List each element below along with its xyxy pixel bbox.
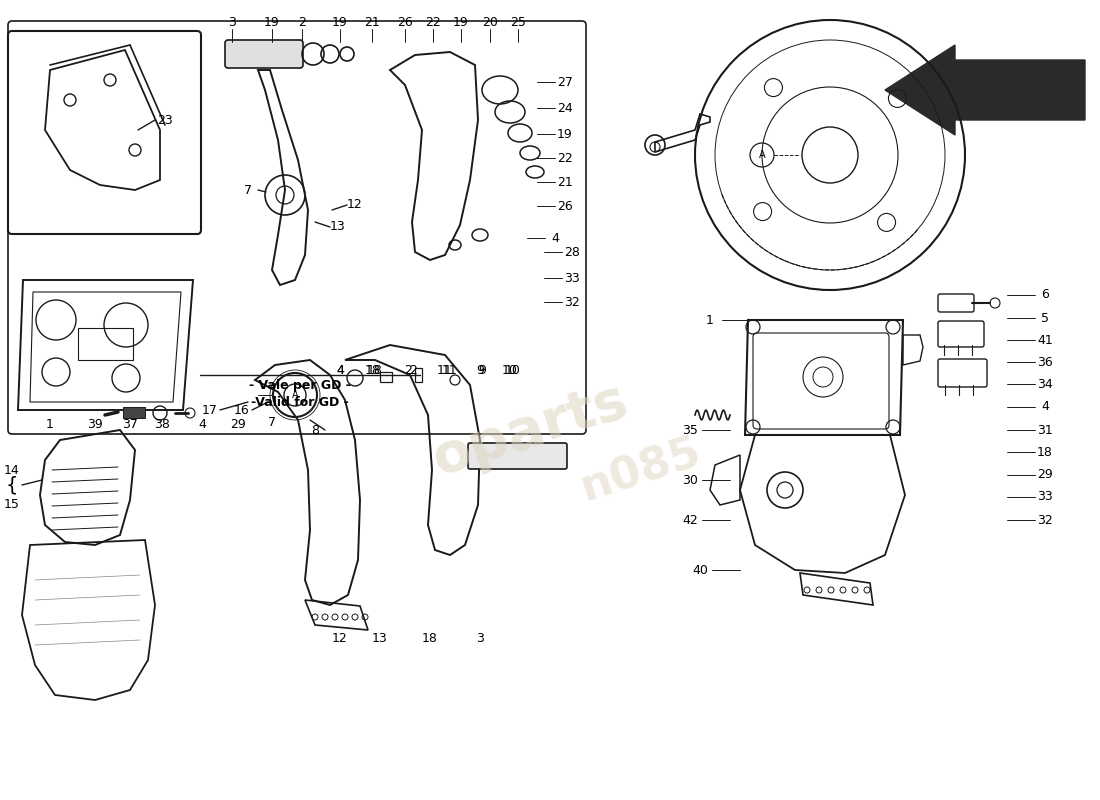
- Text: 12: 12: [348, 198, 363, 211]
- Text: 22: 22: [557, 151, 573, 165]
- Bar: [379, 372, 392, 382]
- Bar: [123, 407, 145, 418]
- Text: 31: 31: [1037, 423, 1053, 437]
- Text: 17: 17: [202, 403, 218, 417]
- Text: 25: 25: [510, 15, 526, 29]
- Text: 20: 20: [482, 15, 498, 29]
- Text: 22: 22: [425, 15, 441, 29]
- Text: 23: 23: [157, 114, 173, 126]
- Text: 18: 18: [1037, 446, 1053, 458]
- Text: 13: 13: [372, 631, 388, 645]
- Text: 36: 36: [1037, 355, 1053, 369]
- Text: 1: 1: [46, 418, 54, 431]
- Text: 34: 34: [1037, 378, 1053, 390]
- Text: 33: 33: [564, 271, 580, 285]
- Text: A: A: [759, 150, 766, 160]
- Text: 19: 19: [557, 127, 573, 141]
- Text: 10: 10: [502, 363, 518, 377]
- Text: 16: 16: [234, 403, 250, 417]
- Text: 26: 26: [397, 15, 412, 29]
- Text: 30: 30: [682, 474, 697, 486]
- Text: 7: 7: [268, 415, 276, 429]
- Text: 26: 26: [557, 199, 573, 213]
- Text: 29: 29: [1037, 469, 1053, 482]
- FancyArrow shape: [886, 45, 1085, 135]
- Text: 15: 15: [4, 498, 20, 511]
- Text: 18: 18: [367, 363, 383, 377]
- Text: -Valid for GD -: -Valid for GD -: [251, 397, 349, 410]
- Text: 4: 4: [551, 231, 559, 245]
- Text: 6: 6: [1041, 289, 1049, 302]
- Text: 4: 4: [337, 363, 344, 377]
- Text: 10: 10: [505, 363, 521, 377]
- Text: 4: 4: [337, 363, 344, 377]
- Text: 24: 24: [557, 102, 573, 114]
- Text: 12: 12: [332, 631, 348, 645]
- Text: 21: 21: [557, 175, 573, 189]
- Bar: [415, 368, 422, 382]
- Text: 40: 40: [692, 563, 708, 577]
- Text: 11: 11: [442, 363, 458, 377]
- Text: 19: 19: [453, 15, 469, 29]
- Text: 38: 38: [154, 418, 169, 431]
- Text: 32: 32: [564, 295, 580, 309]
- Text: 28: 28: [564, 246, 580, 258]
- Text: 33: 33: [1037, 490, 1053, 503]
- Text: 3: 3: [228, 15, 235, 29]
- Text: 9: 9: [478, 363, 486, 377]
- Text: 2: 2: [404, 363, 411, 377]
- Text: 8: 8: [311, 423, 319, 437]
- Text: 14: 14: [4, 463, 20, 477]
- FancyBboxPatch shape: [226, 40, 303, 68]
- Bar: [78, 328, 133, 360]
- Text: 41: 41: [1037, 334, 1053, 346]
- Text: 27: 27: [557, 75, 573, 89]
- Text: oparts: oparts: [426, 373, 635, 487]
- Text: 4: 4: [1041, 401, 1049, 414]
- Text: 1: 1: [706, 314, 714, 326]
- Text: 9: 9: [476, 363, 484, 377]
- Text: A: A: [292, 390, 298, 400]
- Text: 18: 18: [365, 363, 381, 377]
- Text: n085: n085: [574, 430, 706, 510]
- Text: 39: 39: [87, 418, 103, 431]
- Text: 37: 37: [122, 418, 138, 431]
- Text: 18: 18: [422, 631, 438, 645]
- Text: 5: 5: [1041, 311, 1049, 325]
- FancyBboxPatch shape: [8, 31, 201, 234]
- Text: 3: 3: [476, 631, 484, 645]
- Text: 7: 7: [244, 183, 252, 197]
- Text: {: {: [6, 475, 19, 494]
- Text: 32: 32: [1037, 514, 1053, 526]
- Text: - Vale per GD -: - Vale per GD -: [249, 378, 351, 391]
- Text: 19: 19: [332, 15, 348, 29]
- Text: 21: 21: [364, 15, 380, 29]
- FancyBboxPatch shape: [468, 443, 566, 469]
- Text: 2: 2: [409, 363, 417, 377]
- Text: 4: 4: [198, 418, 206, 431]
- Text: 11: 11: [437, 363, 453, 377]
- Text: 2: 2: [298, 15, 306, 29]
- Text: 29: 29: [230, 418, 246, 431]
- Text: 19: 19: [264, 15, 279, 29]
- Text: 35: 35: [682, 423, 697, 437]
- Text: 13: 13: [330, 221, 345, 234]
- Text: 42: 42: [682, 514, 697, 526]
